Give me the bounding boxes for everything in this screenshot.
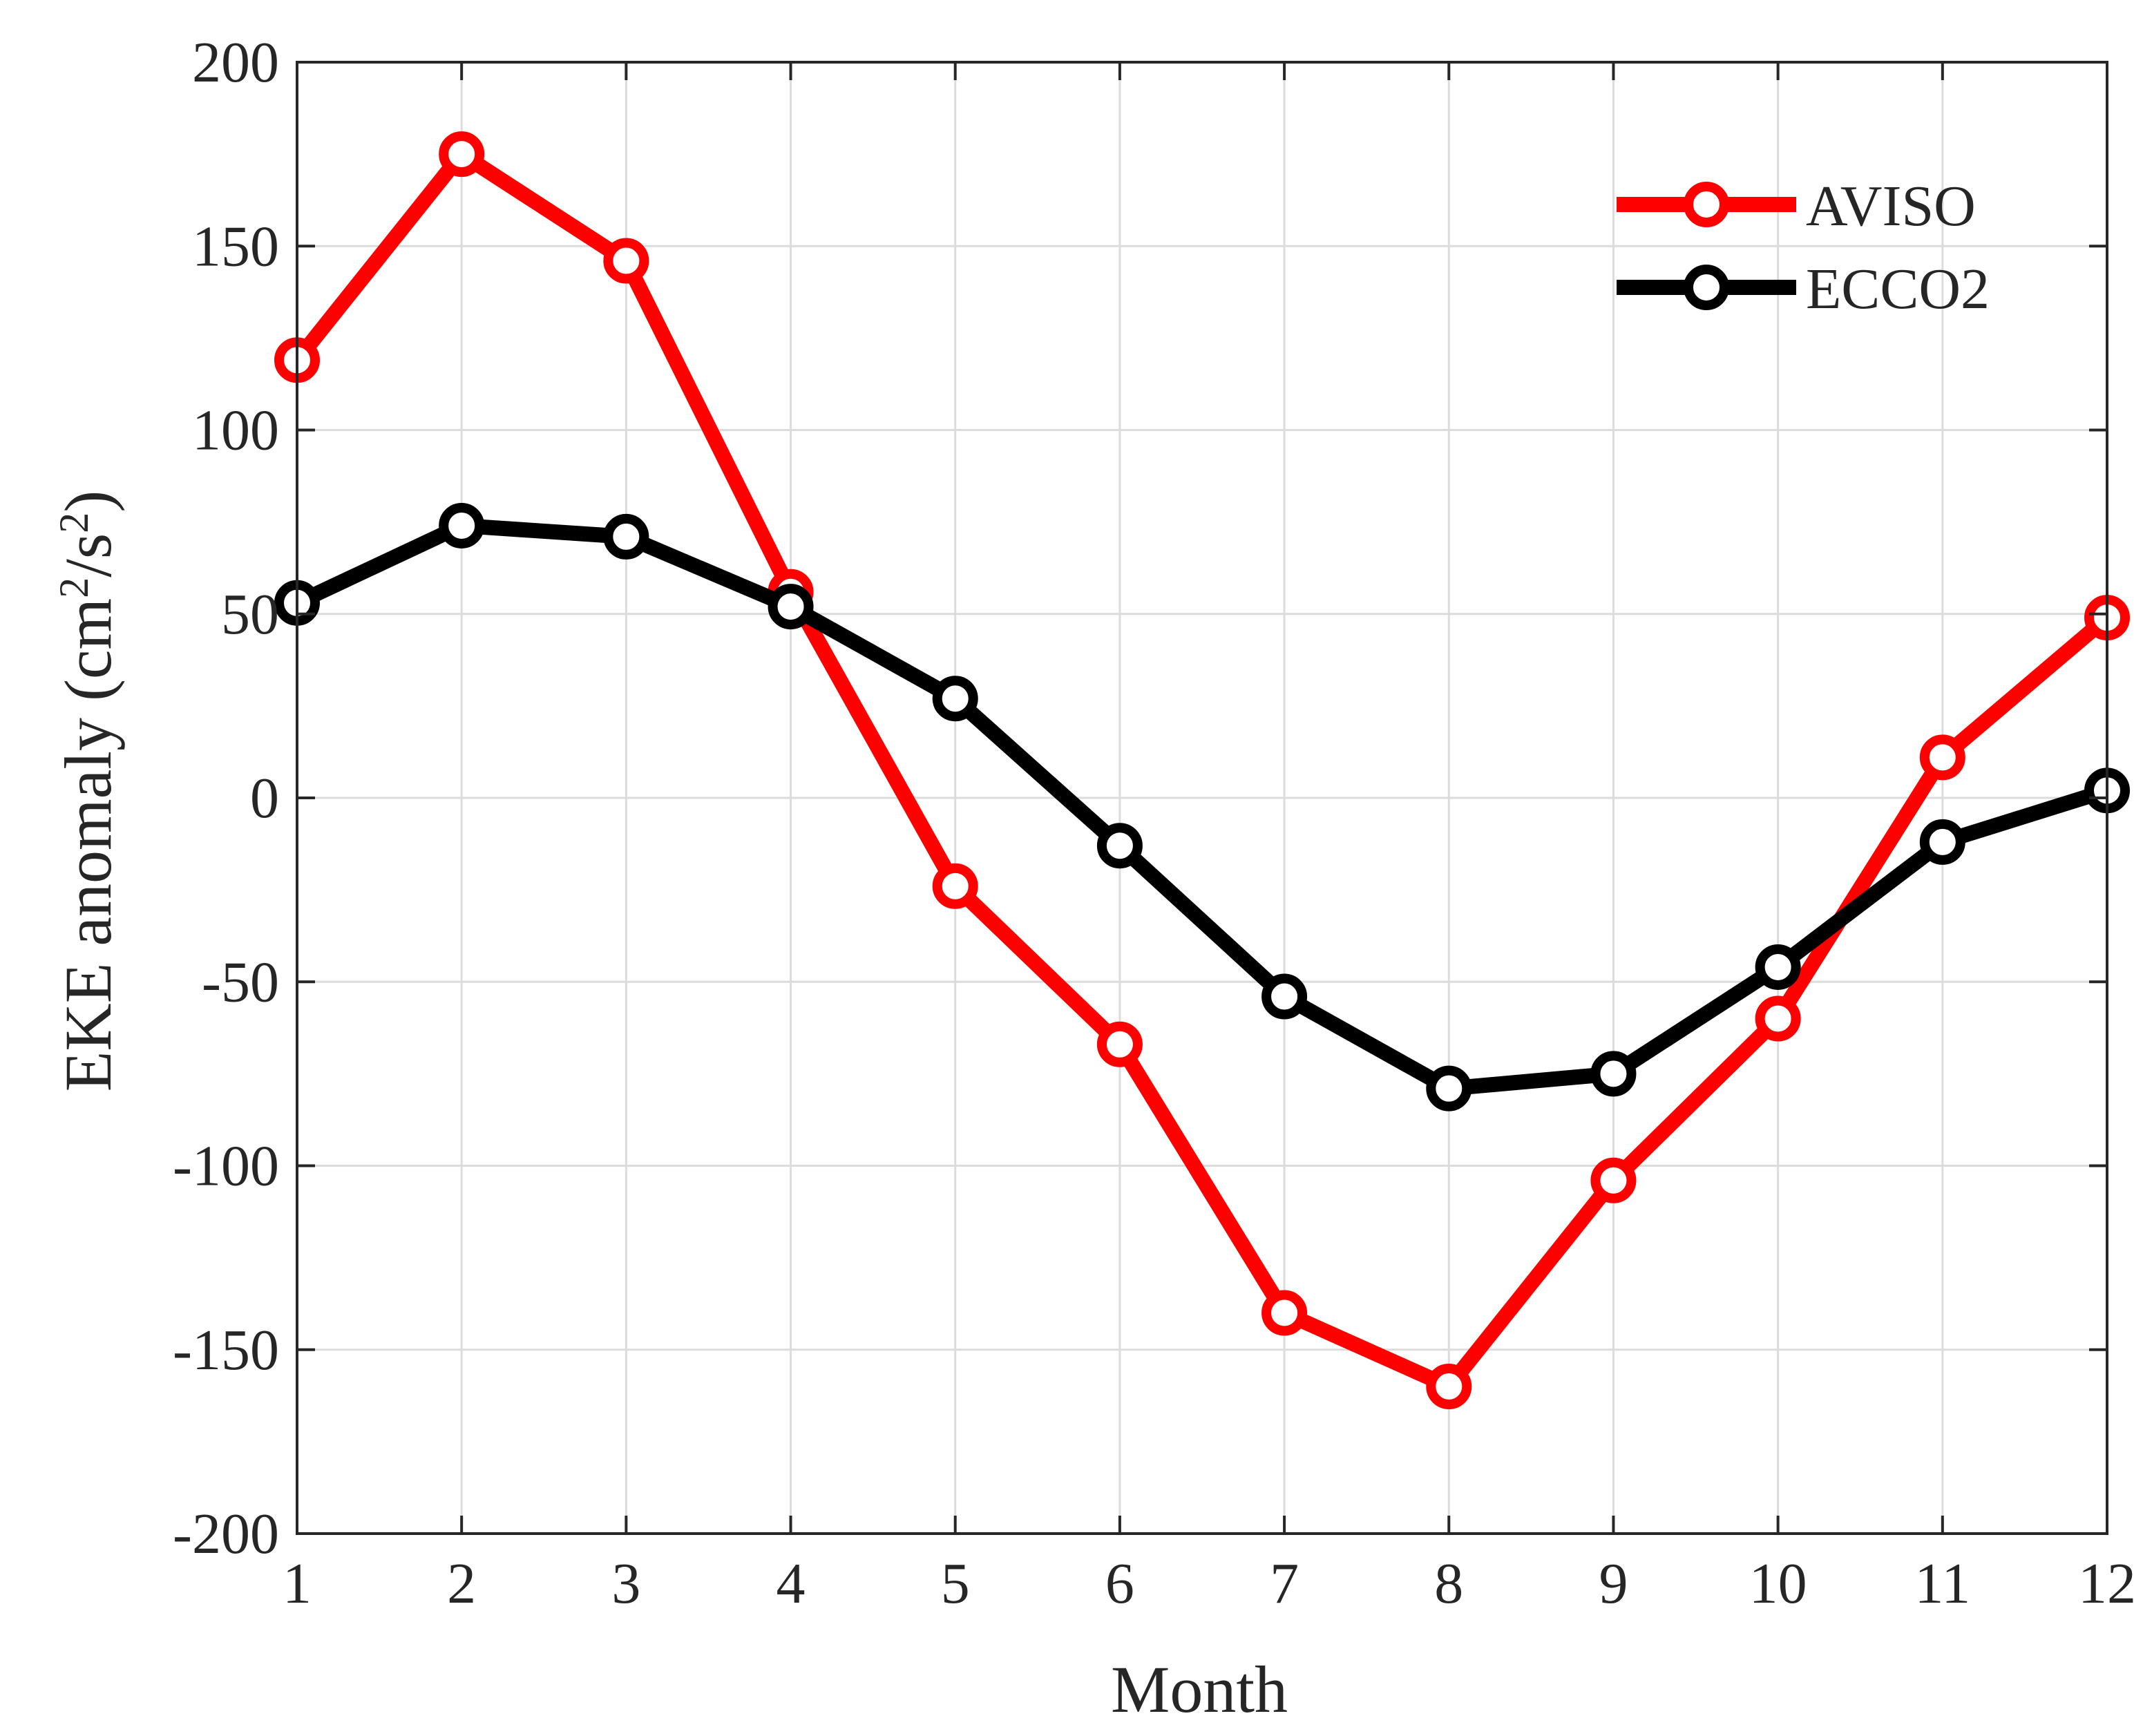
series-ecco2 xyxy=(274,502,2130,1112)
data-point-ecco2 xyxy=(1096,823,1143,869)
data-point-aviso xyxy=(1261,1290,1308,1336)
data-point-ecco2 xyxy=(1590,1051,1637,1097)
y-axis-title-main: EKE anomaly (cm xyxy=(51,598,125,1091)
y-tick-label: -50 xyxy=(202,950,279,1014)
x-tick-label: 9 xyxy=(1599,1552,1628,1616)
data-point-ecco2 xyxy=(932,676,978,722)
legend-marker-ecco2 xyxy=(1684,265,1729,310)
axis-ticks xyxy=(296,61,2108,1535)
data-point-aviso xyxy=(1590,1157,1637,1203)
x-tick-label: 5 xyxy=(941,1552,970,1616)
series-line-aviso xyxy=(291,146,2113,1394)
y-tick-label: 0 xyxy=(250,766,279,830)
x-tick-label: 4 xyxy=(777,1552,806,1616)
x-tick-label: 3 xyxy=(611,1552,640,1616)
x-tick-label: 1 xyxy=(283,1552,312,1616)
y-axis-title-sup2: 2 xyxy=(51,513,97,533)
y-axis-title-mid: /s xyxy=(51,533,125,578)
x-tick-label: 7 xyxy=(1270,1552,1299,1616)
data-point-ecco2 xyxy=(1919,819,1965,865)
data-point-ecco2 xyxy=(1755,944,1801,990)
data-point-aviso xyxy=(439,131,485,178)
series-line-ecco2 xyxy=(294,517,2110,1096)
y-tick-label: 100 xyxy=(192,399,279,463)
y-axis-title-end: ) xyxy=(51,490,125,513)
data-point-ecco2 xyxy=(768,584,814,630)
y-tick-labels: -200 -150 -100 -50 0 50 100 150 200 xyxy=(173,30,279,1566)
y-tick-label: -150 xyxy=(173,1318,279,1382)
y-tick-label: -200 xyxy=(173,1502,279,1566)
x-tick-label: 6 xyxy=(1105,1552,1134,1616)
x-tick-label: 12 xyxy=(2078,1552,2136,1616)
series-aviso xyxy=(274,131,2130,1409)
legend: AVISO ECCO2 xyxy=(1617,174,1990,321)
x-tick-label: 8 xyxy=(1434,1552,1463,1616)
legend-item-ecco2: ECCO2 xyxy=(1617,257,1990,321)
y-tick-label: 150 xyxy=(192,214,279,278)
x-tick-labels: 1 2 3 4 5 6 7 8 9 10 11 12 xyxy=(283,1552,2136,1616)
x-axis-title: Month xyxy=(1111,1652,1288,1726)
data-point-aviso xyxy=(1426,1364,1472,1409)
data-point-aviso xyxy=(1919,734,1965,781)
data-point-ecco2 xyxy=(603,513,649,560)
x-tick-label: 11 xyxy=(1914,1552,1970,1616)
y-tick-label: -100 xyxy=(173,1134,279,1199)
y-tick-label: 200 xyxy=(192,30,279,95)
data-point-aviso xyxy=(932,863,978,909)
data-point-ecco2 xyxy=(439,502,485,549)
legend-marker-aviso xyxy=(1684,182,1729,227)
series-layer xyxy=(274,131,2130,1409)
data-point-ecco2 xyxy=(1426,1065,1472,1112)
data-point-ecco2 xyxy=(1261,973,1308,1020)
legend-item-aviso: AVISO xyxy=(1617,174,1976,238)
data-point-aviso xyxy=(603,238,649,284)
data-point-aviso xyxy=(1096,1021,1143,1067)
y-tick-label: 50 xyxy=(221,582,279,647)
x-tick-label: 2 xyxy=(447,1552,476,1616)
legend-label-aviso: AVISO xyxy=(1806,174,1976,238)
y-axis-title: EKE anomaly (cm2/s2) xyxy=(51,490,125,1091)
legend-label-ecco2: ECCO2 xyxy=(1806,257,1990,321)
x-tick-label: 10 xyxy=(1749,1552,1807,1616)
data-point-aviso xyxy=(1755,995,1801,1042)
y-axis-title-sup1: 2 xyxy=(51,578,97,598)
